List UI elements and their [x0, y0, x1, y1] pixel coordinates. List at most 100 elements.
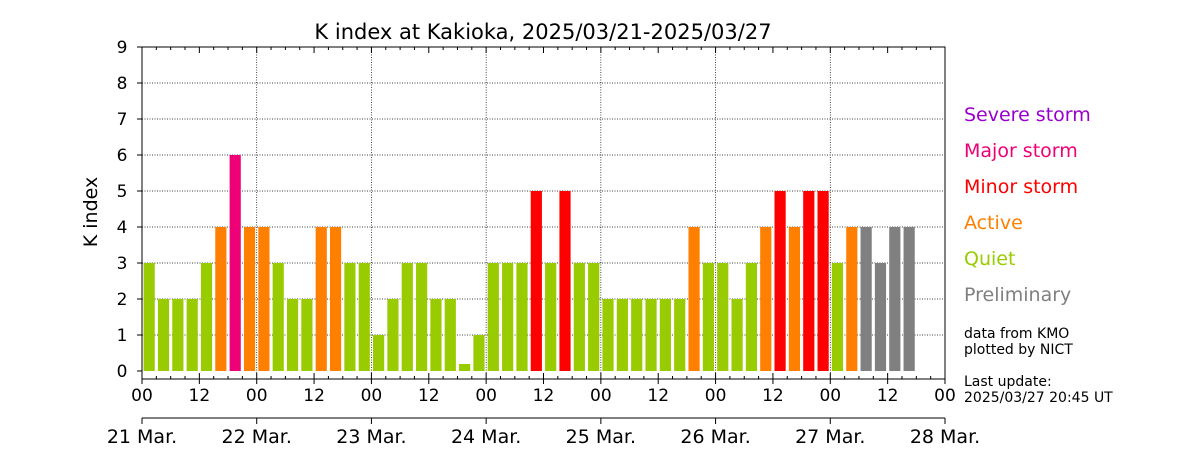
y-tick-label: 8: [117, 74, 128, 94]
k-bar: [315, 227, 327, 371]
k-bar: [416, 263, 428, 371]
chart-title: K index at Kakioka, 2025/03/21-2025/03/2…: [314, 20, 771, 44]
k-bar: [688, 227, 700, 371]
source-note-kmo: data from KMO: [964, 326, 1070, 342]
k-bar: [745, 263, 758, 371]
k-bar: [143, 263, 155, 371]
y-tick-label: 5: [117, 182, 128, 202]
k-bar: [717, 263, 729, 371]
k-bar: [788, 227, 801, 371]
k-bar: [588, 263, 600, 371]
k-bar: [329, 227, 342, 371]
legend-preliminary: Preliminary: [964, 284, 1072, 306]
k-bar: [760, 227, 772, 371]
k-bar: [874, 263, 887, 371]
k-bar: [301, 299, 313, 371]
y-tick-label: 9: [117, 38, 128, 58]
x-hour-label: 00: [934, 386, 956, 406]
x-hour-label: 00: [590, 386, 612, 406]
legend-severe-storm: Severe storm: [964, 104, 1091, 126]
k-bar: [573, 263, 585, 371]
k-bar: [889, 227, 901, 371]
k-bar: [401, 263, 413, 371]
k-bar: [215, 227, 227, 371]
k-bar: [702, 263, 714, 371]
k-bar: [774, 191, 786, 371]
x-hour-label: 12: [533, 386, 555, 406]
last-update-time: 2025/03/27 20:45 UT: [964, 390, 1113, 406]
k-bar: [430, 299, 442, 371]
legend-quiet: Quiet: [964, 248, 1016, 270]
date-tick-label: 21 Mar.: [107, 426, 177, 448]
date-tick-label: 25 Mar.: [566, 426, 636, 448]
y-tick-label: 3: [117, 254, 128, 274]
k-bar: [860, 227, 872, 371]
k-bar: [473, 335, 485, 371]
k-bar: [387, 299, 399, 371]
x-hour-label: 00: [131, 386, 153, 406]
legend-minor-storm: Minor storm: [964, 176, 1079, 198]
k-bar: [674, 299, 686, 371]
k-bar: [286, 299, 299, 371]
date-tick-label: 24 Mar.: [451, 426, 521, 448]
y-tick-label: 0: [117, 362, 128, 382]
k-bar: [459, 364, 471, 371]
k-bar: [616, 299, 628, 371]
k-bar: [243, 227, 256, 371]
k-bar: [444, 299, 456, 371]
y-tick-label: 1: [117, 326, 128, 346]
k-bar: [602, 299, 614, 371]
x-hour-label: 00: [475, 386, 497, 406]
k-bar: [186, 299, 198, 371]
k-bar: [645, 299, 657, 371]
x-hour-label: 00: [819, 386, 841, 406]
k-bar: [516, 263, 528, 371]
x-hour-label: 12: [762, 386, 784, 406]
axes-layer: [137, 46, 946, 424]
k-bar: [559, 191, 571, 371]
grid-layer: [142, 46, 945, 379]
k-bar: [172, 299, 184, 371]
k-bar: [831, 263, 844, 371]
bars-layer: [143, 155, 915, 371]
date-tick-label: 28 Mar.: [910, 426, 980, 448]
k-bar: [272, 263, 284, 371]
x-hour-label: 12: [877, 386, 899, 406]
x-hour-label: 12: [303, 386, 325, 406]
source-note-nict: plotted by NICT: [964, 342, 1073, 358]
k-bar: [157, 299, 170, 371]
x-hour-label: 12: [189, 386, 211, 406]
x-hour-label: 00: [705, 386, 727, 406]
y-tick-label: 2: [117, 290, 128, 310]
k-bar: [817, 191, 829, 371]
x-hour-label: 12: [647, 386, 669, 406]
date-tick-label: 22 Mar.: [222, 426, 292, 448]
k-bar: [846, 227, 858, 371]
y-axis-label: K index: [80, 177, 102, 247]
k-bar: [358, 263, 370, 371]
k-bar: [502, 263, 514, 371]
k-bar: [373, 335, 385, 371]
date-tick-label: 27 Mar.: [795, 426, 865, 448]
legend-major-storm: Major storm: [964, 140, 1078, 162]
y-tick-label: 4: [117, 218, 128, 238]
k-bar: [487, 263, 499, 371]
k-bar: [731, 299, 743, 371]
k-bar: [903, 227, 915, 371]
k-bar: [258, 227, 270, 371]
y-tick-label: 6: [117, 146, 128, 166]
date-tick-label: 26 Mar.: [680, 426, 750, 448]
x-hour-label: 00: [361, 386, 383, 406]
legend-active: Active: [964, 212, 1023, 234]
k-bar: [631, 299, 643, 371]
x-hour-label: 12: [418, 386, 440, 406]
k-bar: [659, 299, 671, 371]
k-bar: [344, 263, 356, 371]
last-update-label: Last update:: [964, 374, 1052, 390]
x-hour-label: 00: [246, 386, 268, 406]
k-bar: [229, 155, 241, 371]
k-bar: [803, 191, 815, 371]
date-tick-label: 23 Mar.: [336, 426, 406, 448]
